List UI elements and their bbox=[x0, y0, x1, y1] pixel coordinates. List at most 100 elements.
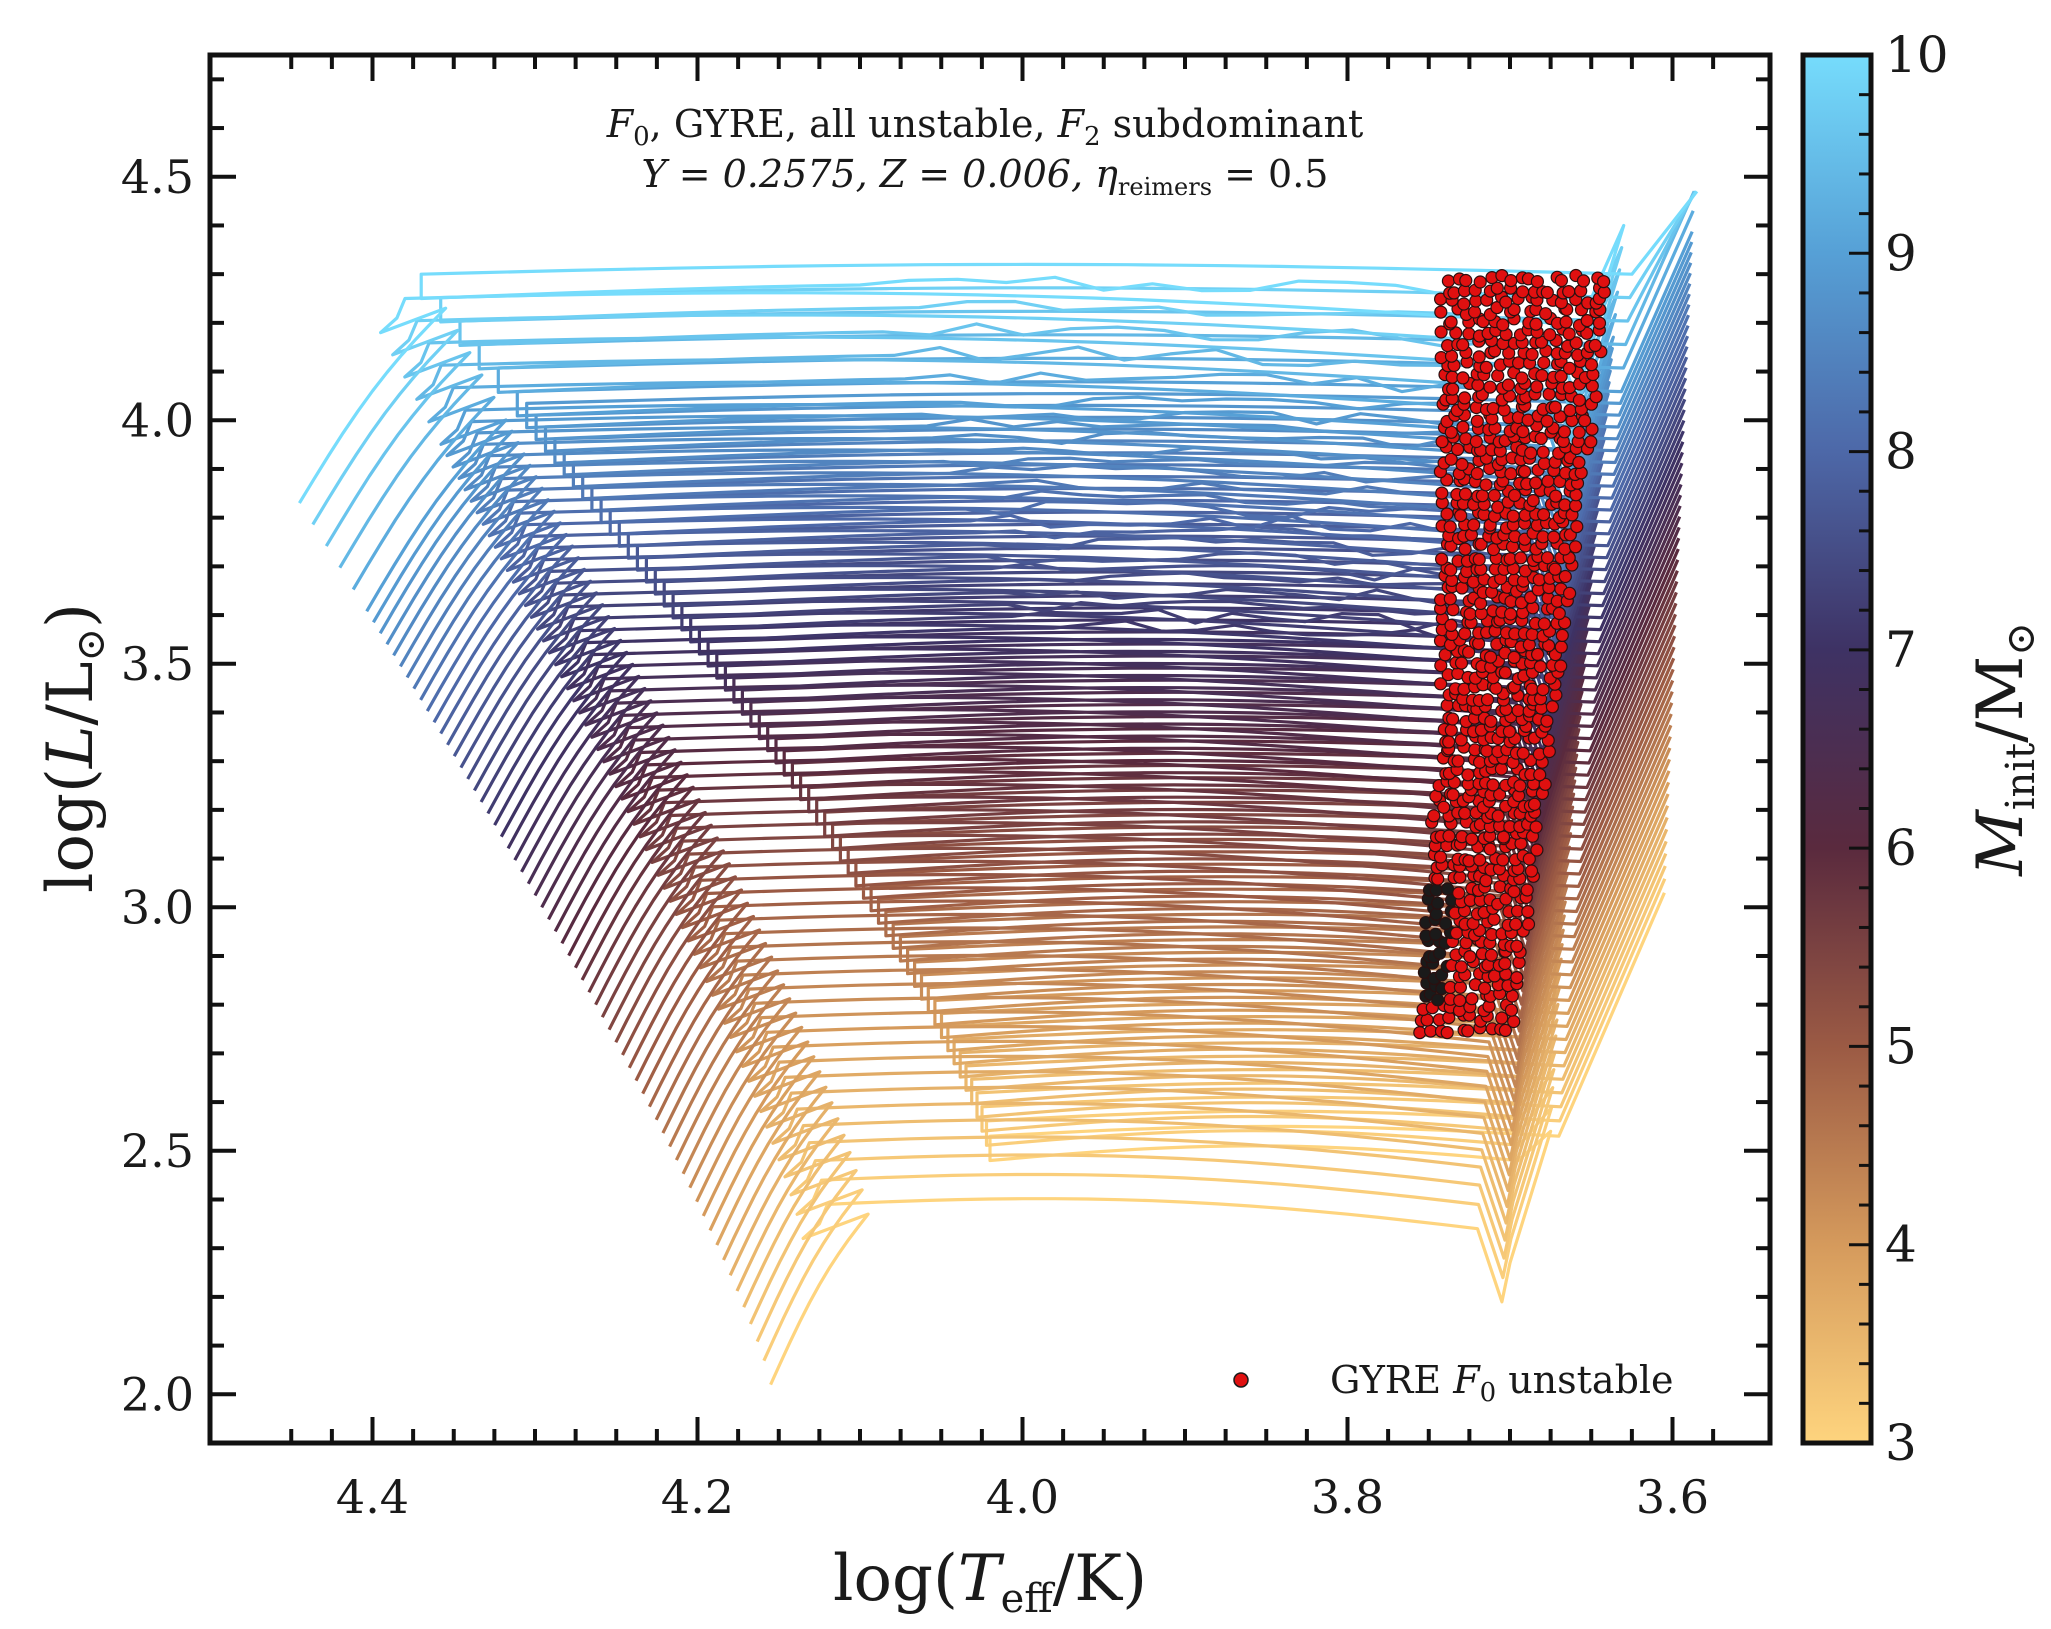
unstable-point bbox=[1529, 820, 1543, 834]
track-line bbox=[681, 735, 1672, 1175]
unstable-point bbox=[1540, 714, 1554, 728]
unstable-point bbox=[1584, 358, 1599, 372]
legend: GYRE F0 unstable bbox=[1233, 1358, 1674, 1408]
unstable-point bbox=[1545, 700, 1560, 714]
track-line bbox=[547, 515, 1682, 921]
unstable-point bbox=[1461, 645, 1476, 659]
y-axis-ticks: 2.0 2.5 3.0 3.5 4.0 4.5 bbox=[121, 77, 1770, 1445]
unstable-point bbox=[1470, 466, 1484, 481]
unstable-point bbox=[1472, 755, 1487, 769]
unstable-point bbox=[1473, 596, 1488, 611]
unstable-point bbox=[1461, 768, 1475, 782]
unstable-point bbox=[1461, 1024, 1475, 1038]
unstable-point bbox=[1447, 286, 1461, 300]
unstable-point bbox=[1466, 575, 1481, 589]
unstable-point bbox=[1507, 488, 1522, 502]
unstable-point bbox=[1465, 992, 1479, 1006]
unstable-point bbox=[1540, 551, 1555, 565]
unstable-point bbox=[1496, 318, 1510, 332]
unstable-point bbox=[1504, 467, 1518, 481]
track-line bbox=[634, 657, 1676, 1082]
track-line bbox=[533, 494, 1683, 897]
unstable-point bbox=[1536, 445, 1550, 459]
unstable-point bbox=[1554, 640, 1568, 654]
track-line bbox=[526, 483, 1683, 885]
unstable-point bbox=[1570, 519, 1584, 534]
track-line bbox=[520, 473, 1684, 873]
x-axis-title: log(Teff/K) bbox=[833, 1542, 1147, 1622]
unstable-point bbox=[1457, 391, 1472, 405]
unstable-point bbox=[1537, 617, 1551, 631]
unstable-point bbox=[1444, 563, 1458, 577]
unstable-point bbox=[1454, 733, 1468, 747]
unstable-point bbox=[1576, 274, 1591, 288]
unstable-point bbox=[1533, 659, 1548, 674]
unstable-point bbox=[1554, 369, 1568, 383]
unstable-point bbox=[1473, 275, 1487, 289]
unstable-point bbox=[1554, 659, 1568, 673]
unstable-point bbox=[1535, 368, 1549, 383]
unstable-point bbox=[1455, 457, 1469, 471]
unstable-point bbox=[1502, 346, 1516, 360]
unstable-point bbox=[1555, 628, 1569, 643]
unstable-point bbox=[1507, 1014, 1521, 1029]
unstable-point bbox=[1572, 393, 1587, 407]
y-tick-label: 4.0 bbox=[121, 393, 194, 447]
unstable-point bbox=[1444, 452, 1458, 466]
unstable-point bbox=[1592, 316, 1607, 330]
unstable-point bbox=[1569, 336, 1583, 350]
track-line bbox=[499, 441, 1685, 838]
track-line bbox=[641, 668, 1675, 1095]
unstable-point bbox=[1453, 870, 1467, 884]
unstable-point bbox=[1454, 960, 1468, 974]
unstable-point bbox=[1496, 853, 1510, 867]
track-line bbox=[647, 679, 1675, 1108]
unstable-point bbox=[1458, 806, 1472, 820]
unstable-point bbox=[1456, 371, 1470, 385]
unstable-point bbox=[1558, 569, 1572, 584]
unstable-point bbox=[1514, 551, 1528, 565]
unstable-point bbox=[1472, 350, 1486, 364]
unstable-point bbox=[1498, 1023, 1513, 1038]
unstable-point bbox=[1444, 723, 1458, 737]
track-line bbox=[446, 356, 1689, 746]
colorbar-tick-label: 9 bbox=[1885, 224, 1917, 282]
unstable-point bbox=[1435, 435, 1449, 449]
unstable-point bbox=[1530, 843, 1544, 857]
unstable-point bbox=[1510, 939, 1524, 953]
track-line bbox=[473, 398, 1687, 792]
unstable-point bbox=[1477, 981, 1492, 995]
unstable-point bbox=[1521, 904, 1535, 919]
unstable-point bbox=[1558, 498, 1572, 512]
colorbar-tick-label: 8 bbox=[1885, 423, 1917, 481]
track-line bbox=[661, 702, 1674, 1134]
unstable-point bbox=[1522, 852, 1536, 866]
track-line bbox=[338, 190, 1696, 569]
unstable-point bbox=[1440, 507, 1454, 521]
unstable-point bbox=[1490, 281, 1504, 295]
unstable-point bbox=[1568, 540, 1583, 554]
track-line bbox=[735, 828, 1669, 1292]
unstable-point bbox=[1467, 305, 1482, 319]
track-line bbox=[479, 409, 1686, 803]
unstable-point bbox=[1484, 948, 1499, 962]
unstable-point bbox=[1549, 489, 1563, 503]
unstable-point bbox=[1589, 390, 1603, 404]
colorbar-ticks: 3 4 5 6 7 8 9 10 bbox=[1849, 26, 1949, 1472]
unstable-point bbox=[1524, 446, 1538, 460]
unstable-point bbox=[1549, 688, 1563, 702]
unstable-point bbox=[1491, 809, 1505, 823]
unstable-point bbox=[1423, 1024, 1438, 1038]
colorbar-tick-label: 5 bbox=[1885, 1017, 1917, 1075]
unstable-point bbox=[1462, 854, 1476, 868]
unstable-point bbox=[1507, 884, 1521, 899]
unstable-point bbox=[1450, 442, 1465, 456]
unstable-point bbox=[1483, 842, 1497, 856]
unstable-point bbox=[1437, 800, 1451, 814]
annotation-line-2: Y = 0.2575, Z = 0.006, ηreimers = 0.5 bbox=[642, 152, 1329, 201]
unstable-point bbox=[1530, 380, 1544, 394]
unstable-point bbox=[1525, 682, 1539, 696]
unstable-point bbox=[1495, 1011, 1509, 1025]
unstable-point bbox=[1442, 829, 1456, 843]
unstable-point bbox=[1536, 507, 1551, 522]
